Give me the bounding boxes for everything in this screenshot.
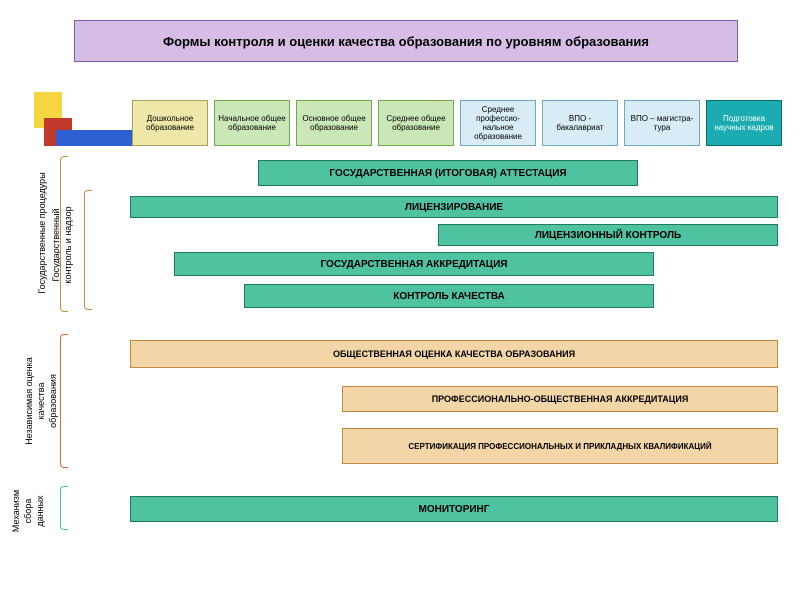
vertical-label: сбора [23, 471, 33, 551]
bracket [84, 190, 92, 310]
control-bar: ГОСУДАРСТВЕННАЯ АККРЕДИТАЦИЯ [174, 252, 654, 276]
control-bar: ЛИЦЕНЗИРОВАНИЕ [130, 196, 778, 218]
control-bar: СЕРТИФИКАЦИЯ ПРОФЕССИОНАЛЬНЫХ И ПРИКЛАДН… [342, 428, 778, 464]
deco-blue [56, 130, 144, 146]
vertical-label: Государственные процедуры [37, 153, 47, 313]
level-box: Дошкольное образование [132, 100, 208, 146]
level-box: ВПО - бакалавриат [542, 100, 618, 146]
level-box: ВПО – магистра-тура [624, 100, 700, 146]
level-box: Подготовка научных кадров [706, 100, 782, 146]
vertical-label: Независимая оценка [24, 336, 34, 466]
level-box: Начальное общее образование [214, 100, 290, 146]
control-bar: МОНИТОРИНГ [130, 496, 778, 522]
level-box: Среднее общее образование [378, 100, 454, 146]
control-bar: ПРОФЕССИОНАЛЬНО-ОБЩЕСТВЕННАЯ АККРЕДИТАЦИ… [342, 386, 778, 412]
control-bar: ГОСУДАРСТВЕННАЯ (ИТОГОВАЯ) АТТЕСТАЦИЯ [258, 160, 638, 186]
vertical-label: данных [35, 471, 45, 551]
vertical-label: качества [36, 336, 46, 466]
control-bar: ЛИЦЕНЗИОННЫЙ КОНТРОЛЬ [438, 224, 778, 246]
bracket [60, 486, 68, 530]
bracket [60, 156, 68, 312]
bracket [60, 334, 68, 468]
control-bar: КОНТРОЛЬ КАЧЕСТВА [244, 284, 654, 308]
vertical-label: образования [48, 336, 58, 466]
control-bar: ОБЩЕСТВЕННАЯ ОЦЕНКА КАЧЕСТВА ОБРАЗОВАНИЯ [130, 340, 778, 368]
level-box: Среднее профессио-нальное образование [460, 100, 536, 146]
level-box: Основное общее образование [296, 100, 372, 146]
main-title: Формы контроля и оценки качества образов… [74, 20, 738, 62]
vertical-label: Механизм [11, 471, 21, 551]
